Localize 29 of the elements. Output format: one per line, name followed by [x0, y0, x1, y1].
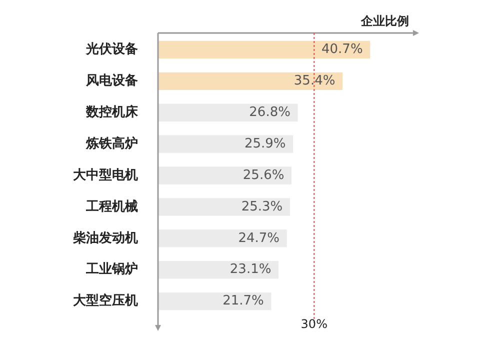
y-tick-label: 数控机床	[85, 104, 139, 120]
bar	[158, 292, 272, 310]
data-label: 26.8%	[249, 104, 290, 120]
y-tick-label: 光伏设备	[85, 42, 138, 58]
data-label: 35.4%	[294, 74, 336, 89]
bar	[158, 104, 298, 122]
bar	[158, 166, 292, 184]
data-label: 40.7%	[321, 42, 363, 58]
bar	[158, 135, 294, 153]
data-label: 25.6%	[242, 168, 284, 183]
data-label: 23.1%	[230, 262, 272, 278]
bar	[158, 230, 287, 248]
bar	[158, 72, 343, 90]
y-tick-label: 大中型电机	[73, 168, 138, 183]
y-tick-label: 柴油发动机	[72, 230, 138, 246]
y-tick-label: 大型空压机	[73, 292, 138, 309]
y-tick-label: 风电设备	[85, 74, 138, 89]
ref-line-label: 30%	[300, 317, 328, 332]
data-label: 24.7%	[238, 230, 280, 246]
y-tick-label: 工程机械	[85, 199, 138, 214]
y-tick-label: 工业锅炉	[85, 261, 138, 278]
bar	[158, 198, 290, 216]
data-label: 21.7%	[222, 294, 264, 309]
data-label: 25.9%	[244, 136, 286, 152]
x-axis-title: 企业比例	[360, 14, 409, 28]
bar	[158, 261, 279, 279]
bar	[158, 40, 370, 59]
y-tick-label: 炼铁高炉	[85, 135, 138, 152]
data-label: 25.3%	[241, 199, 283, 214]
